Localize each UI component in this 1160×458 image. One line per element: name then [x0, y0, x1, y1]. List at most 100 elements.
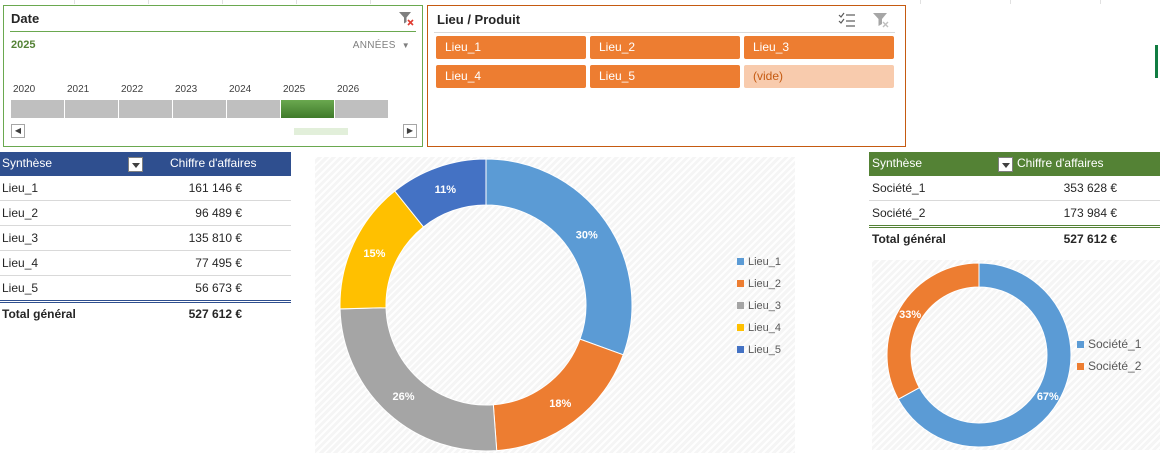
pivot-header: Synthèse Chiffre d'affaires — [0, 152, 291, 176]
row-value: 135 810 € — [188, 231, 242, 245]
doughnut-chart-societes[interactable]: 67% 33% Société_1 Société_2 — [872, 260, 1160, 450]
lieu-slicer-title: Lieu / Produit — [437, 12, 521, 27]
year-label: 2021 — [67, 84, 90, 95]
row-value: 56 673 € — [195, 281, 242, 295]
time-level-dropdown[interactable]: ANNÉES ▼ — [353, 40, 410, 51]
data-label: 67% — [1037, 391, 1059, 403]
pivot-header-chiffre: Chiffre d'affaires — [1017, 156, 1104, 170]
doughnut-slice-lieu_2[interactable] — [492, 338, 624, 452]
row-value: 353 628 € — [1063, 181, 1117, 195]
pivot-header-synthese: Synthèse — [872, 156, 923, 170]
slicer-item-lieu-2[interactable]: Lieu_2 — [590, 36, 740, 59]
row-label: Société_2 — [872, 206, 926, 220]
legend-swatch — [737, 302, 744, 309]
legend-swatch — [737, 346, 744, 353]
slicer-item-vide[interactable]: (vide) — [744, 65, 894, 88]
slicer-item-lieu-4[interactable]: Lieu_4 — [436, 65, 586, 88]
legend-item[interactable]: Société_2 — [1088, 359, 1142, 373]
table-row[interactable]: Lieu_3 135 810 € — [0, 226, 291, 251]
clear-filter-icon[interactable] — [873, 13, 889, 28]
legend-swatch — [737, 324, 744, 331]
scroll-right-icon[interactable]: ▶ — [403, 124, 417, 138]
total-row[interactable]: Total général 527 612 € — [0, 302, 291, 327]
legend-item[interactable]: Lieu_2 — [748, 278, 781, 290]
doughnut-slice-lieu_1[interactable] — [485, 158, 633, 356]
total-separator — [0, 300, 291, 303]
sheet-gridline — [370, 0, 371, 4]
doughnut-slice-société_1[interactable] — [897, 262, 1072, 448]
table-row[interactable]: Lieu_1 161 146 € — [0, 176, 291, 201]
row-label: Lieu_1 — [2, 181, 39, 195]
total-label: Total général — [2, 307, 76, 321]
timeline-scrollbar[interactable]: ◀ ▶ — [11, 124, 417, 140]
doughnut-slice-lieu_3[interactable] — [339, 307, 498, 452]
data-label: 30% — [576, 229, 598, 241]
row-label: Lieu_3 — [2, 231, 39, 245]
chart-svg: 30% 18% 26% 15% 11% Lieu_1 Lieu_2 Lieu_3 Lieu_4 L… — [339, 158, 781, 452]
legend-swatch — [1077, 341, 1084, 348]
multi-select-icon[interactable] — [838, 12, 855, 27]
doughnut-slice-lieu_5[interactable] — [394, 158, 487, 228]
sheet-gridline — [920, 0, 921, 4]
filter-dropdown-icon[interactable] — [998, 157, 1013, 172]
table-row[interactable]: Société_2 173 984 € — [869, 201, 1160, 226]
table-row[interactable]: Lieu_4 77 495 € — [0, 251, 291, 276]
legend-item[interactable]: Lieu_5 — [748, 344, 781, 356]
timeline-period-2020[interactable] — [11, 100, 65, 118]
total-row[interactable]: Total général 527 612 € — [869, 227, 1160, 252]
legend-item[interactable]: Lieu_1 — [748, 256, 781, 268]
sheet-gridline — [1010, 0, 1011, 4]
date-selection-label: 2025 — [11, 39, 36, 51]
data-label: 33% — [899, 309, 921, 321]
legend-item[interactable]: Lieu_4 — [748, 322, 781, 334]
pivot-table-lieux: Synthèse Chiffre d'affaires Lieu_1 161 1… — [0, 152, 291, 328]
timeline-year-labels: 2020 2021 2022 2023 2024 2025 2026 — [12, 84, 392, 96]
sheet-gridline — [222, 0, 223, 4]
timeline-period-2022[interactable] — [119, 100, 173, 118]
total-value: 527 612 € — [188, 307, 242, 321]
legend-item[interactable]: Société_1 — [1088, 337, 1142, 351]
doughnut-chart-lieux[interactable]: 30% 18% 26% 15% 11% Lieu_1 Lieu_2 Lieu_3 Lieu_4 L… — [315, 157, 795, 453]
lieu-slicer-header-line — [434, 32, 895, 33]
table-row[interactable]: Lieu_2 96 489 € — [0, 201, 291, 226]
year-label: 2022 — [121, 84, 144, 95]
timeline-period-2026[interactable] — [335, 100, 389, 118]
row-label: Lieu_5 — [2, 281, 39, 295]
total-label: Total général — [872, 232, 946, 246]
slicer-item-lieu-5[interactable]: Lieu_5 — [590, 65, 740, 88]
row-value: 77 495 € — [195, 256, 242, 270]
scrollbar-thumb[interactable] — [294, 128, 348, 135]
clear-filter-icon[interactable] — [398, 10, 414, 26]
pivot-header: Synthèse Chiffre d'affaires — [869, 152, 1160, 176]
slicer-item-lieu-1[interactable]: Lieu_1 — [436, 36, 586, 59]
data-label: 26% — [392, 391, 414, 403]
timeline-period-2023[interactable] — [173, 100, 227, 118]
date-timeline-slicer[interactable]: Date 2025 ANNÉES ▼ 2020 2021 2022 2023 2… — [3, 5, 423, 147]
time-level-label: ANNÉES — [352, 40, 396, 51]
sheet-edge-marker — [1155, 45, 1158, 78]
timeline-period-2021[interactable] — [65, 100, 119, 118]
timeline-period-2025-selected[interactable] — [281, 100, 335, 118]
filter-dropdown-icon[interactable] — [128, 157, 143, 172]
row-label: Lieu_2 — [2, 206, 39, 220]
year-label: 2023 — [175, 84, 198, 95]
slicer-item-lieu-3[interactable]: Lieu_3 — [744, 36, 894, 59]
data-label: 15% — [363, 248, 385, 260]
legend-swatch — [737, 280, 744, 287]
table-row[interactable]: Société_1 353 628 € — [869, 176, 1160, 201]
doughnut-slice-société_2[interactable] — [886, 262, 980, 400]
row-value: 96 489 € — [195, 206, 242, 220]
row-value: 173 984 € — [1063, 206, 1117, 220]
sheet-gridline — [296, 0, 297, 4]
date-slicer-header-line — [10, 31, 416, 32]
table-row[interactable]: Lieu_5 56 673 € — [0, 276, 291, 301]
legend-item[interactable]: Lieu_3 — [748, 300, 781, 312]
year-label: 2026 — [337, 84, 360, 95]
total-separator — [869, 225, 1160, 228]
pivot-header-chiffre: Chiffre d'affaires — [170, 156, 257, 170]
scroll-left-icon[interactable]: ◀ — [11, 124, 25, 138]
lieu-produit-slicer[interactable]: Lieu / Produit Lieu_1 Lieu_2 Lieu_3 Lieu… — [427, 5, 906, 147]
year-label: 2024 — [229, 84, 252, 95]
timeline-period-2024[interactable] — [227, 100, 281, 118]
row-value: 161 146 € — [188, 181, 242, 195]
